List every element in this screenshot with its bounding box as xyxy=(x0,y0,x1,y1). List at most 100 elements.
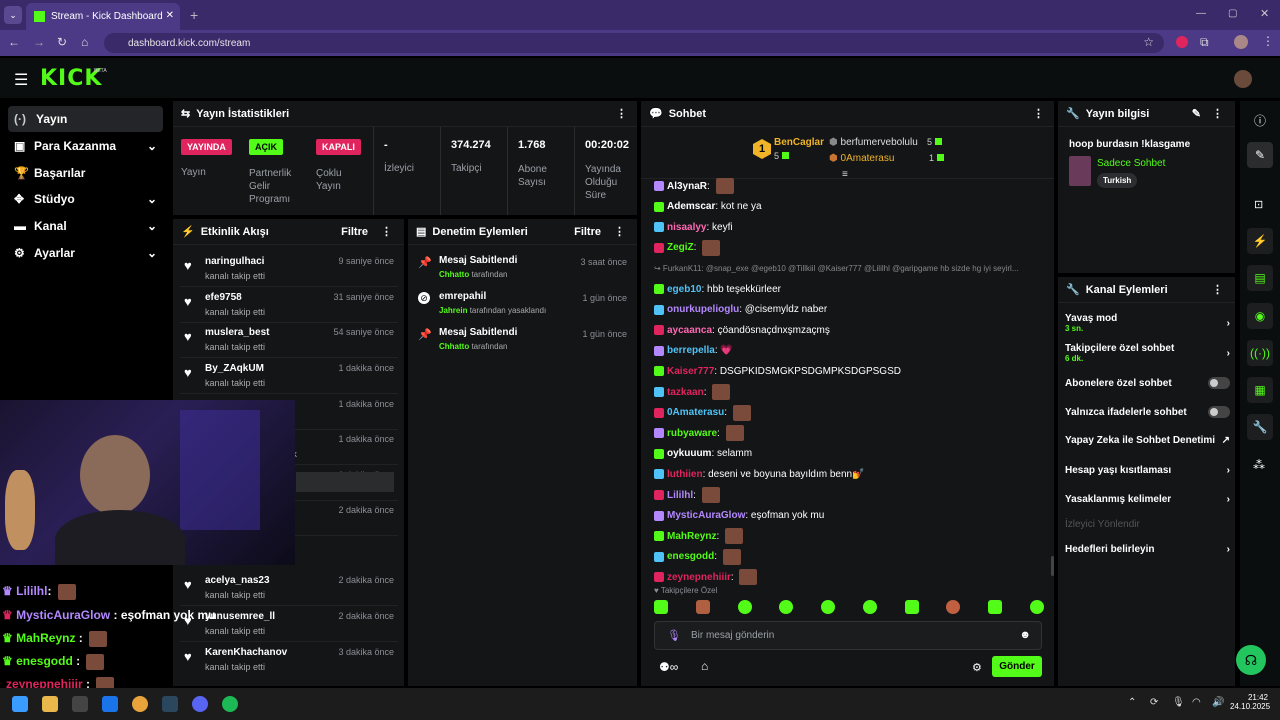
bookmark-star-icon[interactable]: ☆ xyxy=(1143,35,1154,49)
chat-username[interactable]: 0Amaterasu xyxy=(667,407,725,419)
sidebar-item-yayin[interactable]: (·) Yayın xyxy=(8,106,163,132)
action-yapay-zeka[interactable]: Yapay Zeka ile Sohbet Denetimi ↗ xyxy=(1065,435,1230,446)
category-name[interactable]: Sadece Sohbet xyxy=(1097,158,1166,169)
emote-icon[interactable] xyxy=(695,600,710,614)
chat-settings-icon[interactable]: ⚙ xyxy=(972,662,982,674)
new-tab-icon[interactable]: + xyxy=(190,7,199,23)
chat-username[interactable]: MahReynz xyxy=(667,530,717,542)
reload-icon[interactable]: ↻ xyxy=(57,35,68,49)
toggle-switch[interactable] xyxy=(1208,406,1230,418)
more-options-icon[interactable]: ⋮ xyxy=(614,226,625,238)
home-icon[interactable]: ⌂ xyxy=(81,35,89,49)
bolt-tool-icon[interactable]: ⚡ xyxy=(1247,228,1273,254)
chat-username[interactable]: berrepella xyxy=(667,345,715,357)
gifter-name[interactable]: 0Amaterasu xyxy=(840,153,895,164)
emote-icon[interactable] xyxy=(654,600,668,614)
chat-username[interactable]: Kaiser777 xyxy=(667,365,715,377)
extension-icon[interactable] xyxy=(1176,36,1188,48)
filter-button[interactable]: Filtre xyxy=(341,226,368,238)
kick-logo[interactable]: KICK xyxy=(40,66,103,91)
more-options-icon[interactable]: ⋮ xyxy=(616,108,627,120)
info-icon[interactable]: ⓘ xyxy=(1254,114,1267,128)
chat-username[interactable]: oykuuum xyxy=(667,448,712,460)
category-thumbnail[interactable] xyxy=(1069,156,1091,186)
chat-username[interactable]: enesgodd xyxy=(667,551,715,563)
windows-start-icon[interactable] xyxy=(12,696,28,712)
tag-chip[interactable]: Turkish xyxy=(1097,173,1138,188)
activity-username[interactable]: muslera_best xyxy=(205,327,270,338)
layout-tool-icon[interactable]: ▦ xyxy=(1247,377,1273,403)
tray-chevron-up-icon[interactable]: ⌃ xyxy=(1128,697,1137,708)
microphone-icon[interactable]: 🎙 xyxy=(667,630,681,642)
spotify-icon[interactable] xyxy=(222,696,238,712)
activity-username[interactable]: acelya_nas23 xyxy=(205,575,270,586)
action-takipcilere-ozel[interactable]: Takipçilere özel sohbet 6 dk. › xyxy=(1065,343,1230,363)
top-gifter-name[interactable]: BenCaglar xyxy=(774,137,825,148)
chat-username[interactable]: rubyaware xyxy=(667,427,718,439)
tray-wifi-icon[interactable]: ◠ xyxy=(1192,697,1201,708)
mod-action-title[interactable]: emrepahil xyxy=(439,291,487,302)
filter-button[interactable]: Filtre xyxy=(574,226,601,238)
chat-username[interactable]: onurkupelioglu xyxy=(667,304,740,316)
store-app-icon[interactable] xyxy=(72,696,88,712)
more-options-icon[interactable]: ⋮ xyxy=(1212,284,1223,296)
browser-tab[interactable]: Stream - Kick Dashboard ✕ xyxy=(26,3,180,30)
tray-network-icon[interactable]: ⟳ xyxy=(1150,697,1159,708)
close-window-icon[interactable]: ✕ xyxy=(1260,8,1270,20)
support-headset-icon[interactable]: ☊ xyxy=(1236,645,1266,675)
emote-icon[interactable] xyxy=(737,600,752,614)
chat-username[interactable]: ZegiZ xyxy=(667,242,694,254)
expand-leaderboard-icon[interactable]: ≡ xyxy=(842,169,848,180)
moderator-name[interactable]: Chhatto xyxy=(439,342,470,351)
action-yasakli-kelimeler[interactable]: Yasaklanmış kelimeler › xyxy=(1065,494,1230,505)
chat-input[interactable]: 🎙 Bir mesaj gönderin ☻ xyxy=(654,621,1042,650)
activity-username[interactable]: yunusemree_ll xyxy=(205,611,276,622)
emote-icon[interactable] xyxy=(904,600,919,614)
maximize-icon[interactable]: ▢ xyxy=(1228,8,1238,19)
activity-username[interactable]: By_ZAqkUM xyxy=(205,363,264,374)
profile-avatar[interactable] xyxy=(1234,35,1248,49)
chat-username[interactable]: Al3ynaR xyxy=(667,180,708,192)
toggle-switch[interactable] xyxy=(1208,377,1230,389)
emote-icon[interactable] xyxy=(946,600,961,614)
chat-username[interactable]: zeynepnehiiir xyxy=(667,571,731,583)
address-bar[interactable]: dashboard.kick.com/stream ☆ xyxy=(104,33,1164,53)
emote-icon[interactable] xyxy=(779,600,794,614)
wrench-tool-icon[interactable]: 🔧 xyxy=(1247,414,1273,440)
chat-username[interactable]: aycaanca xyxy=(667,324,713,336)
chat-scrollbar[interactable] xyxy=(1051,556,1054,576)
notes-tool-icon[interactable]: ▤ xyxy=(1247,265,1273,291)
chat-username[interactable]: MysticAuraGlow xyxy=(667,510,746,522)
tab-search-icon[interactable]: ⌄ xyxy=(4,6,22,24)
action-yavas-mod[interactable]: Yavaş mod 3 sn. › xyxy=(1065,313,1230,333)
close-tab-icon[interactable]: ✕ xyxy=(165,10,174,21)
activity-username[interactable]: KarenKhachanov xyxy=(205,647,288,658)
gifter-name[interactable]: berfumervebolulu xyxy=(840,137,918,148)
chat-username[interactable]: tazkaan xyxy=(667,386,704,398)
user-avatar[interactable] xyxy=(1234,70,1252,88)
store-icon[interactable]: ⌂ xyxy=(701,659,709,673)
forward-icon[interactable]: → xyxy=(33,35,45,49)
more-options-icon[interactable]: ⋮ xyxy=(1212,108,1223,120)
chat-tools-icon[interactable]: ⚉∞ xyxy=(659,660,679,674)
chat-username[interactable]: luthiien xyxy=(667,468,703,480)
activity-username[interactable]: efe9758 xyxy=(205,292,242,303)
more-options-icon[interactable]: ⋮ xyxy=(381,226,392,238)
sidebar-item-para-kazanma[interactable]: ▣ Para Kazanma ⌄ xyxy=(8,133,163,159)
emote-icon[interactable] xyxy=(862,600,877,614)
emote-icon[interactable] xyxy=(1029,600,1044,614)
steam-icon[interactable] xyxy=(162,696,178,712)
back-icon[interactable]: ← xyxy=(8,35,20,49)
sidebar-item-studyo[interactable]: ✥ Stüdyo ⌄ xyxy=(8,186,163,212)
activity-username[interactable]: naringulhaci xyxy=(205,256,265,267)
action-hedefler[interactable]: Hedefleri belirleyin › xyxy=(1065,544,1230,555)
chat-username[interactable]: nisaalyy xyxy=(667,221,707,233)
browser-menu-icon[interactable]: ⋮ xyxy=(1262,34,1274,48)
file-explorer-icon[interactable] xyxy=(42,696,58,712)
moderator-name[interactable]: Chhatto xyxy=(439,270,470,279)
chrome-icon[interactable] xyxy=(132,696,148,712)
sidebar-item-kanal[interactable]: ▬ Kanal ⌄ xyxy=(8,213,163,239)
more-options-icon[interactable]: ⋮ xyxy=(1033,108,1044,120)
camera-tool-icon[interactable]: ⊡ xyxy=(1254,199,1264,211)
moderator-name[interactable]: Jahrein xyxy=(439,306,468,315)
